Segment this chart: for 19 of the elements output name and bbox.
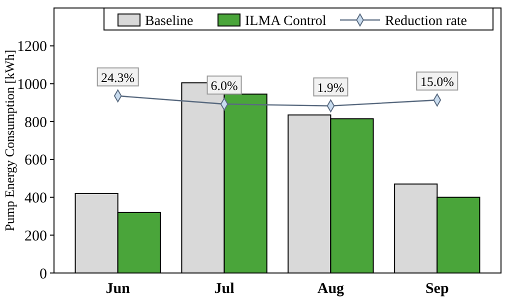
- data-label: 6.0%: [210, 78, 238, 94]
- y-tick-label: 1200: [17, 39, 47, 56]
- data-label: 15.0%: [420, 74, 454, 90]
- y-tick-label: 600: [24, 152, 47, 169]
- legend-label: ILMA Control: [245, 14, 326, 29]
- y-tick-label: 800: [24, 114, 47, 131]
- y-axis-title: Pump Energy Consumption [kWh]: [2, 50, 17, 232]
- legend-label: Reduction rate: [385, 14, 468, 29]
- x-tick-label: Jul: [214, 281, 234, 297]
- y-tick-label: 1000: [17, 76, 47, 93]
- data-label: 24.3%: [101, 70, 135, 85]
- y-tick-label: 400: [24, 190, 47, 207]
- x-tick-label: Jun: [106, 281, 131, 297]
- y-tick-label: 200: [24, 228, 47, 244]
- data-label: 1.9%: [317, 80, 344, 95]
- legend-label: Baseline: [145, 14, 194, 29]
- x-tick-label: Aug: [317, 281, 345, 297]
- y-tick-label: 0: [40, 266, 47, 282]
- x-tick-label: Sep: [425, 281, 449, 297]
